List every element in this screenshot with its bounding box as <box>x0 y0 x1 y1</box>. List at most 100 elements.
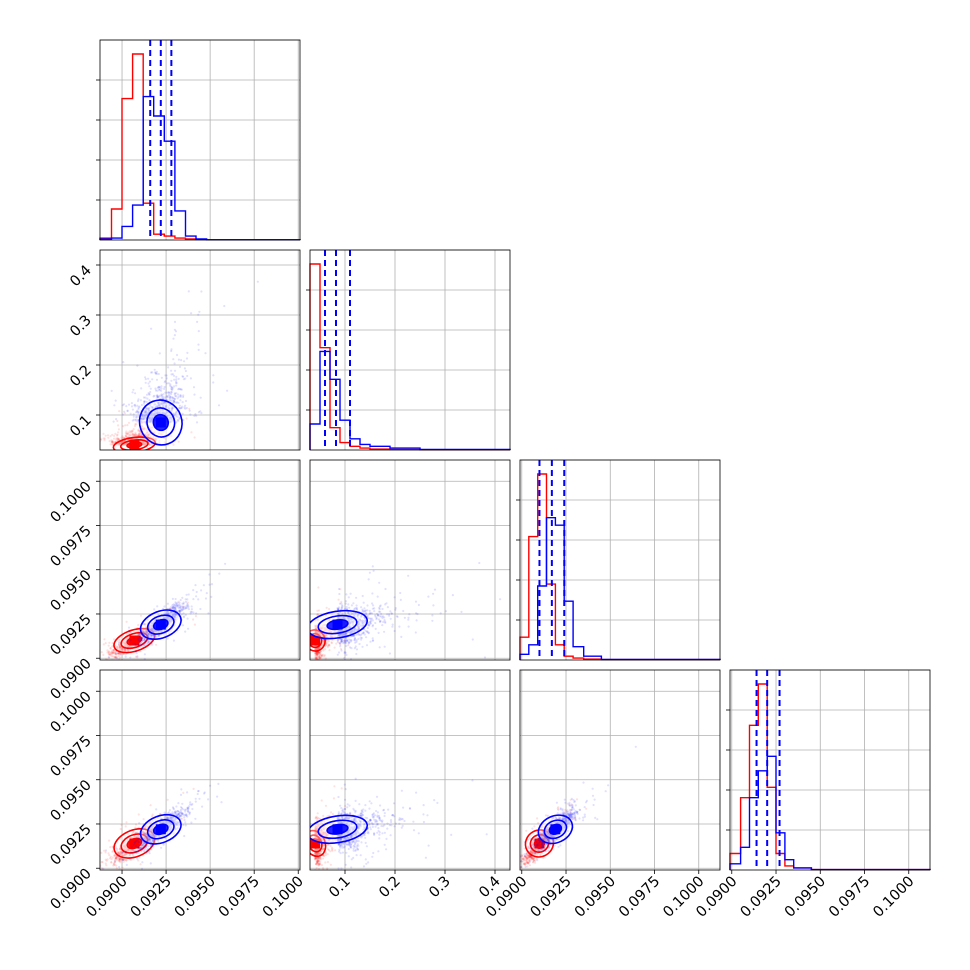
scatter-point-red <box>357 627 360 630</box>
scatter-point-blue <box>200 412 203 415</box>
scatter-point-red <box>326 644 329 647</box>
scatter-point-blue <box>144 633 148 636</box>
scatter-point-blue <box>499 598 502 601</box>
scatter-point-blue <box>150 622 153 625</box>
scatter-point-blue <box>355 604 358 607</box>
scatter-point-blue <box>182 395 185 399</box>
scatter-point-red <box>149 443 152 446</box>
scatter-point-red <box>113 638 116 641</box>
scatter-point-blue <box>187 593 190 596</box>
scatter-point-blue <box>177 420 180 423</box>
scatter-point-red <box>138 633 141 637</box>
scatter-point-blue <box>165 627 168 631</box>
scatter-point-red <box>111 652 114 655</box>
scatter-point-blue <box>135 415 138 418</box>
scatter-point-red <box>193 623 196 626</box>
scatter-point-blue <box>172 605 175 608</box>
scatter-point-blue <box>136 404 139 407</box>
scatter-point-blue <box>154 412 157 415</box>
scatter-point-blue <box>151 628 154 631</box>
scatter-point-blue <box>175 421 178 424</box>
scatter-point-blue <box>174 413 177 416</box>
scatter-point-blue <box>132 642 135 645</box>
scatter-point-blue <box>186 606 189 609</box>
scatter-point-blue <box>171 396 174 399</box>
scatter-point-blue <box>142 632 145 635</box>
scatter-point-blue <box>167 407 170 410</box>
scatter-point-blue <box>145 408 148 411</box>
scatter-point-blue <box>145 407 148 410</box>
scatter-point-blue <box>182 378 185 381</box>
scatter-point-blue <box>162 395 165 399</box>
scatter-point-red <box>116 652 119 655</box>
scatter-point-blue <box>139 639 142 642</box>
scatter-point-blue <box>139 633 142 636</box>
scatter-point-red <box>123 641 126 644</box>
scatter-point-blue <box>134 403 137 406</box>
scatter-point-red <box>174 619 177 622</box>
scatter-point-red <box>115 652 118 656</box>
scatter-point-red <box>118 410 121 413</box>
scatter-point-red <box>124 642 127 645</box>
scatter-point-blue <box>427 595 430 598</box>
scatter-point-red <box>333 630 336 633</box>
scatter-point-red <box>318 656 321 659</box>
scatter-point-blue <box>149 421 152 424</box>
scatter-point-blue <box>163 385 166 389</box>
scatter-point-red <box>315 648 318 651</box>
scatter-point-red <box>144 442 147 445</box>
scatter-point-red <box>318 647 321 650</box>
scatter-point-blue <box>155 378 159 381</box>
scatter-point-blue <box>154 411 157 414</box>
scatter-point-red <box>327 640 330 643</box>
scatter-point-blue <box>172 614 176 617</box>
scatter-point-blue <box>160 385 163 388</box>
scatter-point-red <box>123 661 125 663</box>
scatter-point-blue <box>212 374 215 377</box>
scatter-point-blue <box>150 629 153 632</box>
scatter-point-red <box>322 627 325 630</box>
scatter-point-blue <box>148 627 151 631</box>
scatter-point-blue <box>159 386 162 389</box>
scatter-point-red <box>123 648 126 651</box>
scatter-point-blue <box>129 412 132 415</box>
scatter-point-blue <box>156 410 159 413</box>
scatter-point-red <box>323 627 326 630</box>
scatter-point-red <box>134 423 137 426</box>
scatter-point-blue <box>149 420 152 423</box>
scatter-point-blue <box>151 635 154 638</box>
scatter-point-blue <box>157 405 160 408</box>
scatter-point-blue <box>158 630 161 633</box>
scatter-point-blue <box>164 405 167 409</box>
scatter-point-blue <box>144 396 147 399</box>
scatter-point-blue <box>136 364 139 367</box>
scatter-point-red <box>316 631 319 634</box>
scatter-point-red <box>318 654 321 658</box>
scatter-point-blue <box>369 640 372 643</box>
scatter-point-red <box>124 639 127 643</box>
scatter-point-red <box>314 647 317 651</box>
scatter-point-blue <box>433 588 437 591</box>
scatter-point-blue <box>170 611 173 614</box>
scatter-point-red <box>114 432 117 435</box>
scatter-point-blue <box>166 395 169 398</box>
scatter-point-red <box>320 644 324 647</box>
scatter-point-red <box>90 434 92 436</box>
scatter-point-blue <box>145 409 148 412</box>
scatter-point-red <box>317 586 320 589</box>
scatter-point-blue <box>179 605 182 608</box>
scatter-point-red <box>138 433 141 436</box>
scatter-point-blue <box>147 633 150 636</box>
scatter-point-blue <box>149 387 152 390</box>
scatter-point-red <box>136 656 139 659</box>
scatter-point-blue <box>183 360 186 363</box>
scatter-point-red <box>113 434 116 437</box>
scatter-point-red <box>124 648 127 651</box>
scatter-point-red <box>142 443 145 446</box>
scatter-point-blue <box>163 412 166 416</box>
scatter-point-blue <box>175 381 178 385</box>
scatter-point-blue <box>140 417 143 421</box>
scatter-point-red <box>124 643 127 646</box>
scatter-point-blue <box>171 604 174 607</box>
scatter-point-blue <box>146 633 149 636</box>
